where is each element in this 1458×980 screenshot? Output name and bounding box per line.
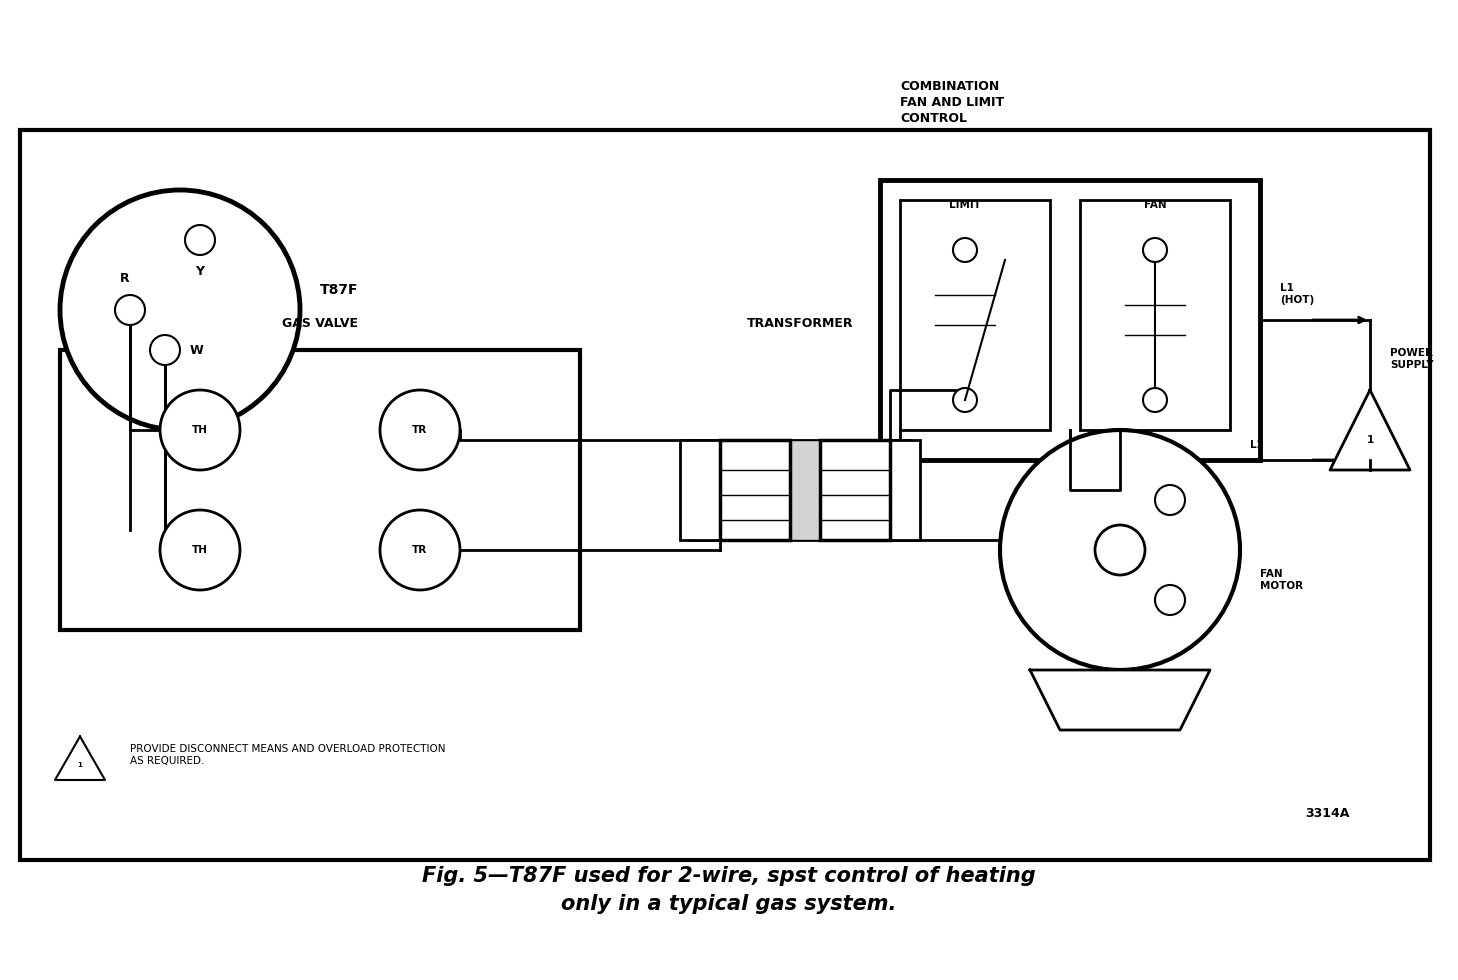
Bar bbox=[870, 440, 920, 540]
Text: TR: TR bbox=[413, 425, 427, 435]
Circle shape bbox=[160, 390, 241, 470]
Bar bbox=[870, 440, 910, 540]
Text: T87F: T87F bbox=[319, 283, 359, 297]
Text: L2: L2 bbox=[1250, 440, 1264, 450]
Text: FAN
MOTOR: FAN MOTOR bbox=[1260, 569, 1303, 591]
Text: R: R bbox=[120, 272, 130, 285]
Bar bbox=[730, 440, 870, 540]
Circle shape bbox=[60, 190, 300, 430]
Polygon shape bbox=[1330, 390, 1410, 470]
Circle shape bbox=[1155, 585, 1185, 615]
Circle shape bbox=[150, 335, 179, 365]
Circle shape bbox=[1095, 525, 1145, 575]
Text: POWER
SUPPLY: POWER SUPPLY bbox=[1389, 349, 1433, 370]
Text: GAS VALVE: GAS VALVE bbox=[281, 317, 359, 330]
Text: 3314A: 3314A bbox=[1305, 807, 1350, 820]
Circle shape bbox=[381, 510, 461, 590]
Circle shape bbox=[185, 225, 214, 255]
Bar bbox=[720, 440, 790, 540]
Bar bbox=[725, 440, 870, 540]
Bar bbox=[690, 440, 730, 540]
Circle shape bbox=[954, 388, 977, 412]
Text: FAN: FAN bbox=[1143, 200, 1166, 210]
Bar bbox=[60, 350, 580, 630]
Text: Fig. 5—T87F used for 2-wire, spst control of heating
only in a typical gas syste: Fig. 5—T87F used for 2-wire, spst contro… bbox=[423, 866, 1035, 914]
Circle shape bbox=[160, 510, 241, 590]
Bar bbox=[900, 200, 1050, 430]
Circle shape bbox=[381, 390, 461, 470]
Bar bbox=[881, 180, 1260, 460]
Text: PROVIDE DISCONNECT MEANS AND OVERLOAD PROTECTION
AS REQUIRED.: PROVIDE DISCONNECT MEANS AND OVERLOAD PR… bbox=[130, 744, 446, 765]
Bar bbox=[819, 440, 889, 540]
Polygon shape bbox=[55, 737, 105, 780]
Bar bbox=[679, 440, 730, 540]
Text: Y: Y bbox=[195, 265, 204, 278]
Text: W: W bbox=[190, 344, 204, 357]
Polygon shape bbox=[1029, 670, 1210, 730]
Circle shape bbox=[115, 295, 144, 325]
Text: 1: 1 bbox=[1366, 435, 1373, 445]
Text: TH: TH bbox=[192, 545, 208, 555]
Text: 1: 1 bbox=[77, 762, 83, 768]
Text: TH: TH bbox=[192, 425, 208, 435]
Text: TR: TR bbox=[413, 545, 427, 555]
Circle shape bbox=[1143, 238, 1166, 262]
Bar bbox=[20, 130, 1430, 860]
Text: COMBINATION
FAN AND LIMIT
CONTROL: COMBINATION FAN AND LIMIT CONTROL bbox=[900, 80, 1005, 125]
Text: LIMIT: LIMIT bbox=[949, 200, 981, 210]
Text: L1
(HOT): L1 (HOT) bbox=[1280, 283, 1314, 305]
Bar bbox=[1080, 200, 1231, 430]
Circle shape bbox=[954, 238, 977, 262]
Circle shape bbox=[1000, 430, 1239, 670]
Circle shape bbox=[1155, 485, 1185, 515]
Circle shape bbox=[1143, 388, 1166, 412]
Text: TRANSFORMER: TRANSFORMER bbox=[746, 317, 853, 330]
